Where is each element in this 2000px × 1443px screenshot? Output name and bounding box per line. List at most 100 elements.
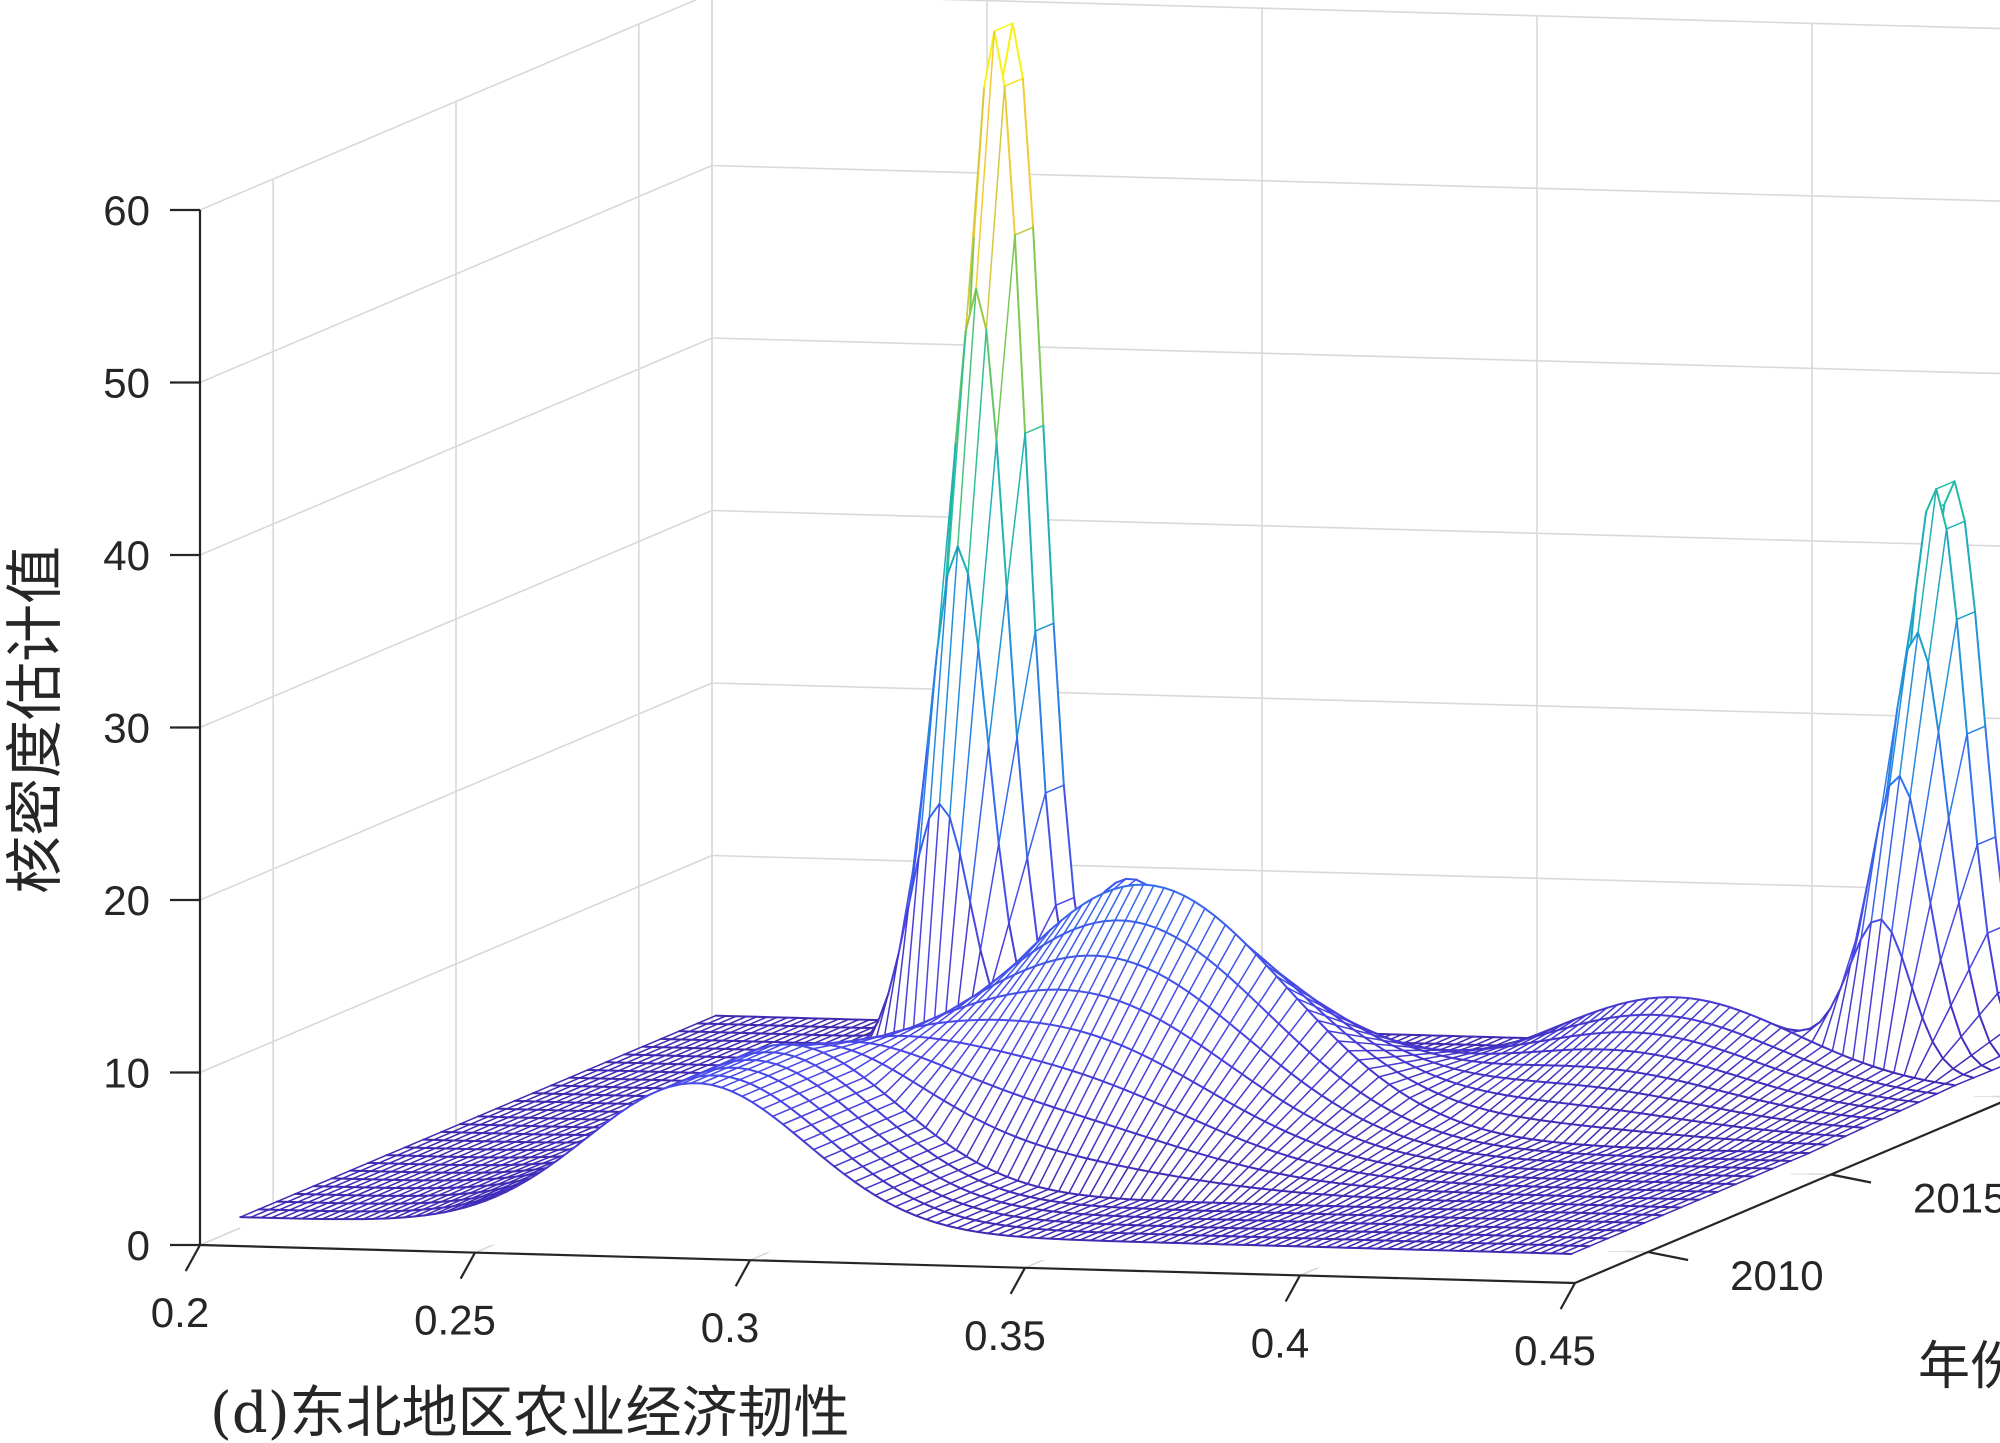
surface-mesh-line	[1859, 921, 1873, 941]
surface-mesh-line	[1862, 1061, 1875, 1068]
surface-mesh-line	[1011, 22, 1024, 80]
surface-mesh-line	[1576, 1084, 1589, 1088]
surface-mesh-line	[1443, 1059, 1463, 1067]
surface-mesh-line	[1024, 432, 1037, 633]
surface-mesh-line	[1882, 1068, 1895, 1074]
surface-mesh-line	[534, 1093, 554, 1103]
surface-mesh-line	[1958, 844, 1978, 903]
surface-mesh-line	[758, 1016, 778, 1026]
surface-mesh-line	[1661, 1034, 1674, 1038]
surface-mesh-line	[1549, 1120, 1563, 1124]
surface-mesh-line	[1739, 1111, 1753, 1116]
surface-mesh-line	[1941, 1057, 1955, 1070]
surface-mesh-line	[1465, 1036, 1484, 1046]
surface-mesh-line	[1631, 1031, 1644, 1034]
surface-mesh-line	[1821, 1123, 1835, 1127]
surface-mesh-line	[1791, 1109, 1811, 1122]
surface-mesh-line	[701, 1031, 721, 1041]
surface-mesh-line	[860, 1019, 880, 1029]
surface-mesh-line	[1750, 1113, 1763, 1118]
surface-mesh-line	[1570, 1021, 1590, 1037]
surface-mesh-line	[1494, 1063, 1514, 1078]
surface-mesh-line	[640, 1071, 660, 1081]
surface-mesh-line	[1852, 1125, 1865, 1129]
surface-mesh-line	[1579, 1032, 1593, 1037]
surface-mesh-line	[1067, 989, 1080, 993]
surface-mesh-line	[1684, 1043, 1705, 1062]
surface-mesh-line	[1036, 988, 1049, 992]
surface-mesh-line	[1793, 1131, 1806, 1135]
surface-mesh-line	[1750, 1101, 1770, 1116]
surface-mesh-line	[1776, 1086, 1789, 1092]
surface-mesh-line	[1937, 731, 1950, 820]
surface-mesh-line	[1963, 520, 1977, 613]
surface-mesh-line	[1734, 1138, 1747, 1142]
surface-mesh-line	[1656, 1058, 1676, 1077]
surface-mesh-line	[1701, 1108, 1721, 1123]
surface-mesh-line	[547, 1101, 567, 1111]
surface-mesh-line	[1655, 1075, 1669, 1080]
surface-mesh-line	[730, 1024, 749, 1034]
surface-mesh-line	[1856, 1091, 1869, 1096]
surface-mesh-line	[726, 1048, 746, 1058]
surface-mesh-line	[636, 1054, 656, 1064]
surface-mesh-line	[1492, 1052, 1512, 1064]
surface-mesh-line	[654, 1046, 674, 1056]
surface-mesh-line	[1917, 488, 1938, 633]
surface-mesh-line	[1825, 1083, 1838, 1089]
surface-mesh-line	[956, 545, 970, 575]
surface-mesh-line	[1680, 1016, 1693, 1021]
surface-mesh-line	[697, 1014, 717, 1025]
surface-mesh-line	[1584, 1065, 1597, 1069]
surface-mesh-line	[1638, 1075, 1658, 1094]
surface-mesh-line	[1621, 1128, 1634, 1132]
surface-mesh-line	[1709, 1092, 1730, 1108]
surface-mesh-line	[1533, 1050, 1553, 1066]
surface-mesh-line	[514, 1092, 534, 1102]
surface-mesh-line	[1783, 1130, 1796, 1134]
surface-mesh-line	[1405, 1058, 1424, 1063]
surface-mesh-line	[1429, 1180, 1443, 1183]
surface-mesh-line	[1431, 1050, 1451, 1055]
surface-mesh-line	[1484, 1063, 1504, 1076]
grid-line	[711, 337, 2000, 375]
surface-mesh-line	[1441, 1051, 1461, 1057]
surface-mesh-line	[1395, 1054, 1414, 1058]
surface-mesh-line	[1782, 1036, 1803, 1052]
surface-mesh-line	[1485, 1036, 1505, 1046]
surface-mesh-line	[1792, 1054, 1805, 1061]
surface-mesh-line	[1475, 1088, 1489, 1093]
surface-mesh-line	[1664, 1038, 1684, 1058]
surface-mesh-line	[1889, 1100, 1909, 1111]
surface-mesh-line	[1742, 1115, 1762, 1129]
surface-mesh-line	[1666, 1060, 1686, 1079]
surface-mesh-line	[830, 1018, 850, 1028]
surface-mesh-line	[1016, 736, 1029, 859]
surface-mesh-line	[1895, 1086, 1908, 1091]
surface-mesh-line	[1641, 1031, 1654, 1035]
surface-mesh-line	[1095, 954, 1108, 958]
surface-mesh-line	[1903, 1017, 1924, 1076]
surface-mesh-line	[1424, 1035, 1443, 1045]
surface-mesh-line	[1016, 630, 1037, 738]
surface-mesh-line	[1741, 1033, 1754, 1040]
surface-mesh-line	[1911, 903, 1932, 989]
surface-mesh-line	[1541, 1139, 1555, 1143]
surface-mesh-line	[1641, 1130, 1655, 1134]
surface-mesh-line	[1599, 1089, 1619, 1109]
surface-mesh-line	[1981, 1055, 2000, 1067]
surface-mesh-line	[670, 1030, 690, 1040]
surface-mesh-line	[1748, 1084, 1768, 1099]
surface-mesh-line	[1926, 1083, 1946, 1094]
surface-mesh-line	[1486, 1164, 1500, 1168]
surface-mesh-line	[1907, 512, 1927, 649]
surface-mesh-line	[1814, 1124, 1834, 1135]
surface-mesh-line	[1766, 1071, 1787, 1086]
surface-mesh-line	[1897, 1090, 1917, 1101]
surface-mesh-line	[1813, 1133, 1827, 1136]
surface-mesh-line	[1440, 1054, 1454, 1059]
surface-mesh-line	[1784, 1071, 1797, 1077]
surface-mesh-line	[814, 1034, 834, 1044]
surface-mesh-line	[1003, 85, 1016, 237]
